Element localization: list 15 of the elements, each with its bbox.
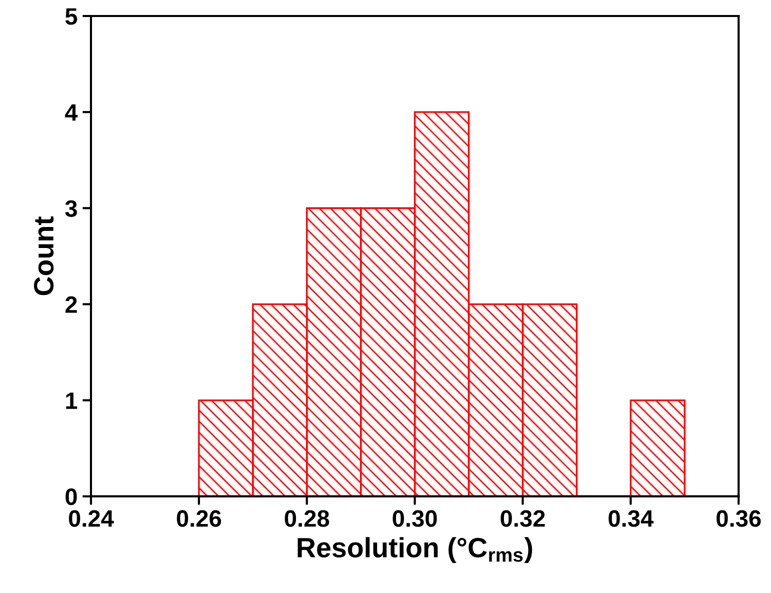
y-tick-label: 4 [65, 104, 78, 121]
x-tick-label: 0.32 [500, 510, 545, 527]
y-tick-label: 1 [66, 392, 78, 409]
x-axis-title: Resolution (°C$_{rms}$) [298, 537, 532, 563]
x-tick-label: 0.24 [68, 510, 114, 527]
y-tick-label: 5 [65, 8, 78, 25]
y-tick-label: 3 [65, 200, 77, 217]
x-tick-label: 0.26 [176, 510, 222, 527]
y-tick-label: 2 [65, 296, 77, 313]
y-axis-title: Count [34, 216, 54, 296]
y-tick-label: 0 [66, 488, 77, 506]
x-tick-label: 0.28 [284, 510, 330, 527]
x-tick-label: 0.36 [716, 510, 761, 527]
x-tick-label: 0.34 [608, 510, 654, 527]
x-tick-label: 0.30 [392, 510, 437, 527]
